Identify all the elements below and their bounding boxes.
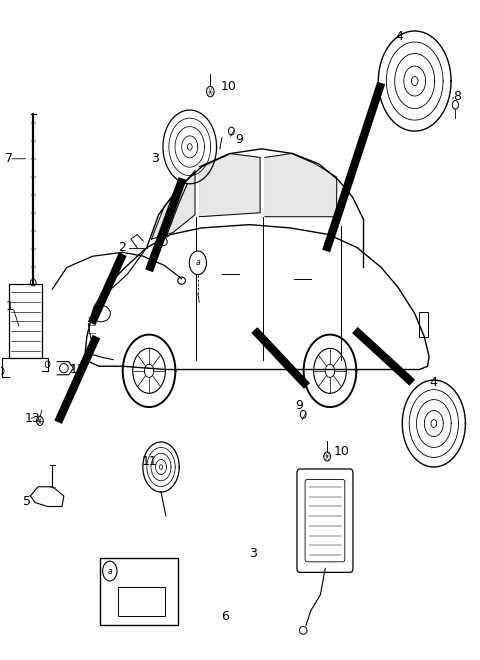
Text: 4: 4 — [396, 30, 403, 44]
Text: 11: 11 — [142, 455, 157, 468]
Text: 9: 9 — [235, 133, 243, 145]
Bar — [119, 587, 165, 616]
Text: 6: 6 — [221, 610, 229, 623]
Text: 4: 4 — [429, 376, 437, 389]
Text: 8: 8 — [453, 90, 461, 103]
Text: a: a — [108, 566, 112, 576]
Bar — [100, 558, 178, 625]
Polygon shape — [152, 171, 195, 239]
Circle shape — [189, 251, 206, 275]
Text: 13: 13 — [24, 412, 40, 426]
Text: 5: 5 — [23, 495, 31, 508]
Text: 7: 7 — [5, 152, 13, 165]
Text: 10: 10 — [333, 446, 349, 458]
Text: 1: 1 — [5, 300, 13, 314]
Text: 9: 9 — [295, 399, 303, 412]
Text: 10: 10 — [221, 80, 237, 93]
Bar — [420, 312, 428, 337]
Text: 3: 3 — [250, 547, 257, 560]
Bar — [9, 284, 42, 358]
Text: 12: 12 — [70, 363, 86, 376]
Text: a: a — [195, 258, 200, 267]
Text: 2: 2 — [118, 241, 126, 254]
Text: 3: 3 — [152, 152, 159, 165]
Polygon shape — [265, 154, 336, 216]
Polygon shape — [199, 154, 260, 216]
